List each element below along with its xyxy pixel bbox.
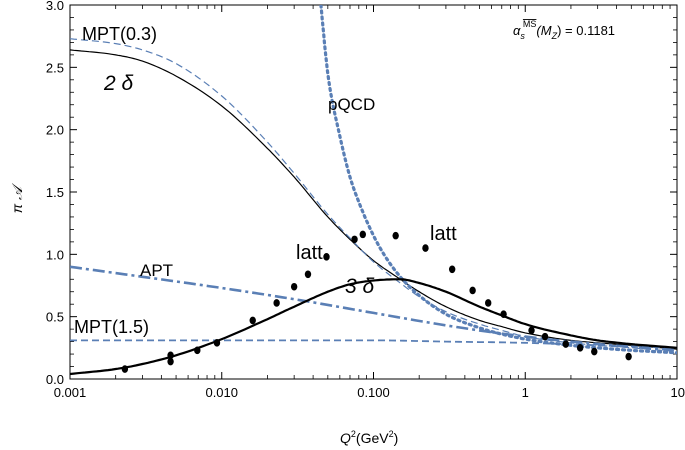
latt-point: [121, 365, 129, 373]
latt-point: [485, 299, 492, 307]
latt-point: [392, 231, 399, 240]
annot-mpt15: MPT(1.5): [74, 317, 149, 337]
x-label-close: ): [394, 430, 399, 446]
latt-point: [541, 332, 549, 341]
y-tick-label: 2.5: [46, 60, 64, 75]
latt-point: [323, 253, 330, 261]
annot-three-delta: 3 δ: [345, 275, 375, 298]
y-tick-label: 2.0: [46, 123, 64, 138]
x-label-unit: (GeV: [356, 430, 389, 446]
latt-point: [290, 282, 298, 291]
series-line-2-: [70, 49, 677, 350]
ticks: 0.001 0.010 0.100 1 10 0.0 0.5 1.0 1.5 2.0 2.5 3.0: [46, 0, 685, 400]
latt-point: [576, 344, 584, 352]
latt-point: [213, 339, 221, 347]
latt-point: [625, 352, 632, 361]
annot-latt-2: latt: [430, 223, 457, 245]
latt-point: [469, 286, 476, 295]
annot-two-delta: 2 δ: [103, 72, 134, 95]
y-tick-label: 0.0: [46, 372, 64, 387]
latt-point: [167, 357, 174, 366]
x-label-main: Q: [340, 430, 351, 446]
x-tick-label: 1: [522, 385, 529, 400]
latt-point: [351, 235, 358, 244]
latt-point: [528, 326, 535, 335]
plot-frame: [69, 4, 678, 380]
latt-point: [249, 316, 256, 325]
alpha-symbol: α: [513, 23, 521, 38]
annot-apt: APT: [140, 261, 173, 280]
annot-mpt03: MPT(0.3): [82, 24, 157, 44]
x-tick-label: 0.100: [357, 385, 390, 400]
annot-pqcd: pQCD: [328, 95, 375, 114]
alpha-sub: s: [520, 31, 525, 41]
annot-latt-1: latt: [296, 242, 323, 264]
x-tick-label: 0.010: [205, 385, 238, 400]
latt-point: [500, 310, 507, 318]
x-tick-label: 10: [671, 385, 685, 400]
y-tick-label: 1.5: [46, 185, 64, 200]
x-label-sup: 2: [351, 429, 356, 439]
latt-points: [121, 230, 632, 373]
latt-point: [422, 244, 429, 252]
latt-point: [194, 346, 201, 355]
latt-point: [562, 340, 569, 348]
x-axis-label: Q2(GeV2): [340, 429, 398, 446]
curves: [70, 5, 677, 376]
alpha-rest: ) = 0.1181: [557, 23, 615, 38]
latt-point: [591, 347, 598, 356]
alpha-label: αs MS(MZ) = 0.1181: [513, 19, 615, 41]
series-line-pqcd: [319, 5, 677, 355]
y-tick-label: 1.0: [46, 247, 64, 262]
series-line-apt: [70, 265, 677, 352]
alpha-arg: (M: [536, 23, 551, 38]
x-tick-label: 0.001: [54, 385, 87, 400]
series-line-mpt-1-5-: [70, 339, 677, 349]
latt-point: [273, 299, 280, 307]
alpha-sup: MS: [523, 19, 537, 29]
y-axis-label: π 𝒜: [9, 183, 25, 213]
latt-point: [304, 270, 312, 279]
y-tick-label: 0.5: [46, 310, 64, 325]
latt-point: [167, 351, 174, 360]
series-line-mpt-0-3-: [70, 38, 677, 353]
alpha-arg-sub: Z: [551, 31, 558, 41]
latt-point: [359, 230, 366, 239]
latt-point: [448, 265, 456, 274]
series-line-3-: [70, 278, 677, 376]
x-label-unit-sup: 2: [389, 429, 394, 439]
y-tick-label: 3.0: [46, 0, 64, 13]
